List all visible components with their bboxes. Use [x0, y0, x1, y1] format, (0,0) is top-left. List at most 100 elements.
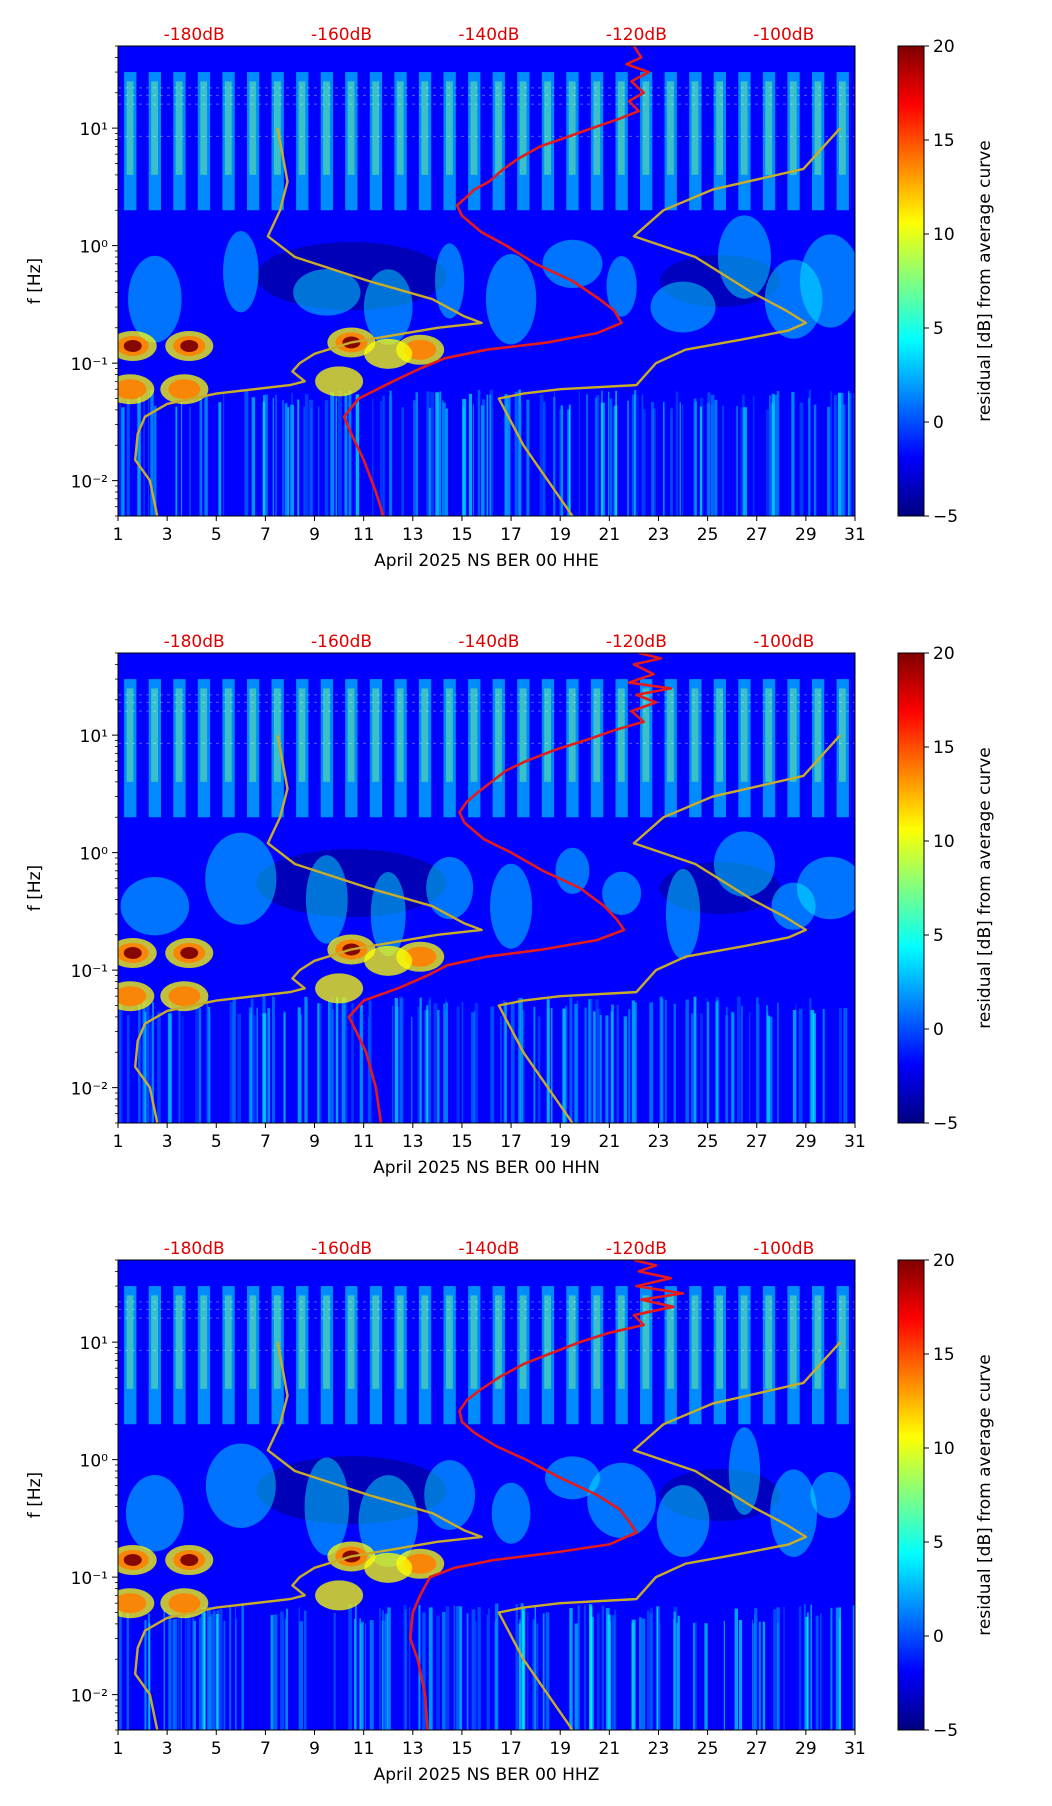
- colorbar: 20 15 10 5 0 −5 residual [dB] from average cur…: [897, 1251, 995, 1741]
- colorbar-tick-label: 20: [933, 1251, 955, 1271]
- y-tick-label: 10¹: [80, 727, 108, 747]
- gray-curve-3: [497, 1341, 842, 1730]
- y-tick-label: 10¹: [80, 120, 108, 140]
- colorbar-tick-label: 5: [933, 1533, 944, 1553]
- y-tick-label: 10⁻²: [71, 473, 108, 493]
- red-curve-1: [347, 653, 673, 1123]
- x-axis-label: April 2025 NS BER 00 HHE: [374, 551, 599, 571]
- db-scale-label: -120dB: [606, 1239, 667, 1259]
- x-tick-label: 15: [451, 1739, 473, 1759]
- x-tick-label: 5: [211, 525, 222, 545]
- x-tick-label: 29: [795, 1132, 817, 1152]
- x-tick-label: 31: [844, 1739, 866, 1759]
- db-scale-label: -160dB: [311, 1239, 372, 1259]
- x-tick-label: 13: [402, 525, 424, 545]
- x-tick-label: 1: [113, 1739, 124, 1759]
- x-tick-label: 3: [162, 1132, 173, 1152]
- x-tick-label: 29: [795, 525, 817, 545]
- colorbar-tick-label: −5: [933, 507, 958, 527]
- colorbar-tick-label: 0: [933, 1020, 944, 1040]
- x-axis-label: April 2025 NS BER 00 HHN: [373, 1158, 600, 1178]
- colorbar-tick-label: −5: [933, 1114, 958, 1134]
- x-tick-label: 31: [844, 525, 866, 545]
- y-tick-label: 10⁰: [80, 845, 109, 865]
- db-scale-label: -100dB: [753, 25, 814, 45]
- x-tick-label: 17: [500, 1132, 522, 1152]
- colorbar-label: residual [dB] from average curve: [975, 1354, 995, 1635]
- colorbar-tick-label: 0: [933, 413, 944, 433]
- y-tick-label: 10¹: [80, 1334, 108, 1354]
- gray-curve-2: [133, 127, 483, 516]
- db-scale-label: -120dB: [606, 632, 667, 652]
- gray-curve-2: [133, 1341, 483, 1730]
- red-curve-1: [408, 1260, 685, 1730]
- x-tick-label: 29: [795, 1739, 817, 1759]
- x-tick-label: 9: [309, 1132, 320, 1152]
- x-tick-label: 3: [162, 1739, 173, 1759]
- x-tick-label: 27: [746, 1739, 768, 1759]
- x-tick-label: 25: [697, 1739, 719, 1759]
- x-tick-label: 25: [697, 1132, 719, 1152]
- x-tick-label: 17: [500, 1739, 522, 1759]
- x-tick-label: 31: [844, 1132, 866, 1152]
- x-tick-label: 21: [599, 1132, 621, 1152]
- colorbar-tick-label: 15: [933, 131, 955, 151]
- x-tick-label: 19: [549, 1132, 571, 1152]
- spectrogram-area: [118, 1260, 855, 1730]
- db-scale-label: -140dB: [458, 1239, 519, 1259]
- x-tick-label: 9: [309, 1739, 320, 1759]
- y-tick-label: 10⁻²: [71, 1687, 108, 1707]
- x-tick-label: 11: [353, 525, 375, 545]
- colorbar-tick-label: 10: [933, 225, 955, 245]
- colorbar-tick-label: 15: [933, 1345, 955, 1365]
- x-axis-label: April 2025 NS BER 00 HHZ: [374, 1765, 600, 1785]
- x-tick-label: 7: [260, 1739, 271, 1759]
- colorbar-tick-label: 0: [933, 1627, 944, 1647]
- y-tick-label: 10⁻¹: [71, 355, 108, 375]
- panel-2: 1 3 5 7 9 11 13 15 17 19 21 23 25 27 29 3110⁻²10⁻¹10⁰10…: [25, 632, 995, 1178]
- x-tick-label: 5: [211, 1132, 222, 1152]
- panel-3: 1 3 5 7 9 11 13 15 17 19 21 23 25 27 29 3110⁻²10⁻¹10⁰10…: [25, 1239, 995, 1785]
- x-tick-label: 9: [309, 525, 320, 545]
- x-tick-label: 17: [500, 525, 522, 545]
- colorbar: 20 15 10 5 0 −5 residual [dB] from average cur…: [897, 37, 995, 527]
- db-scale-label: -100dB: [753, 632, 814, 652]
- db-scale-label: -100dB: [753, 1239, 814, 1259]
- x-tick-label: 1: [113, 525, 124, 545]
- colorbar-tick-label: 10: [933, 1439, 955, 1459]
- gray-curve-3: [497, 127, 842, 516]
- colorbar-label: residual [dB] from average curve: [975, 140, 995, 421]
- spectrogram-area: [118, 653, 855, 1123]
- db-scale-label: -120dB: [606, 25, 667, 45]
- colorbar-tick-label: 15: [933, 738, 955, 758]
- x-tick-label: 23: [648, 1739, 670, 1759]
- colorbar-tick-label: 10: [933, 832, 955, 852]
- x-tick-label: 13: [402, 1739, 424, 1759]
- x-tick-label: 11: [353, 1739, 375, 1759]
- y-axis-label: f [Hz]: [25, 258, 45, 304]
- y-tick-label: 10⁻²: [71, 1080, 108, 1100]
- x-tick-label: 27: [746, 1132, 768, 1152]
- y-axis-label: f [Hz]: [25, 865, 45, 911]
- y-tick-label: 10⁰: [80, 238, 109, 258]
- x-tick-label: 19: [549, 525, 571, 545]
- x-tick-label: 23: [648, 525, 670, 545]
- panel-1: 1 3 5 7 9 11 13 15 17 19 21 23 25 27 29 3110⁻²10⁻¹10⁰10…: [25, 25, 995, 571]
- colorbar-tick-label: 20: [933, 644, 955, 664]
- x-tick-label: 15: [451, 525, 473, 545]
- colorbar-tick-label: 5: [933, 926, 944, 946]
- db-scale-label: -180dB: [164, 25, 225, 45]
- x-tick-label: 25: [697, 525, 719, 545]
- spectrogram-area: [118, 46, 855, 516]
- db-scale-label: -160dB: [311, 632, 372, 652]
- x-tick-label: 27: [746, 525, 768, 545]
- x-tick-label: 23: [648, 1132, 670, 1152]
- y-tick-label: 10⁰: [80, 1452, 109, 1472]
- db-scale-label: -140dB: [458, 632, 519, 652]
- gray-curve-2: [133, 734, 483, 1123]
- x-tick-label: 5: [211, 1739, 222, 1759]
- y-tick-label: 10⁻¹: [71, 1569, 108, 1589]
- x-tick-label: 11: [353, 1132, 375, 1152]
- colorbar-tick-label: 20: [933, 37, 955, 57]
- x-tick-label: 7: [260, 525, 271, 545]
